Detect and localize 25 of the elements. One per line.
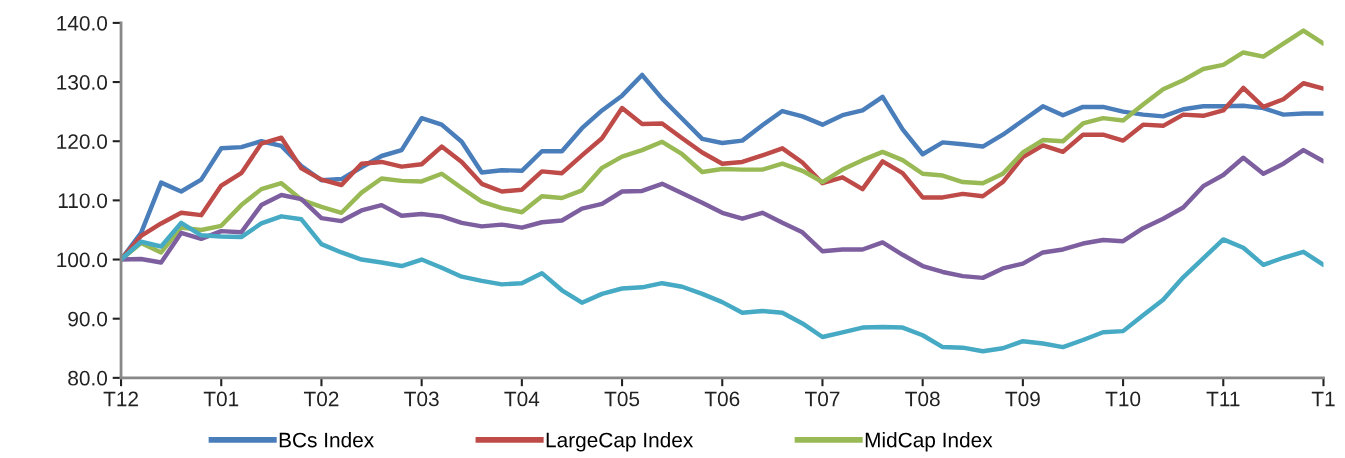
y-tick-label: 80.0	[68, 370, 108, 386]
x-tick-label: T02	[303, 391, 339, 407]
y-tick-label: 90.0	[68, 311, 108, 327]
x-tick-label: T1	[1311, 391, 1335, 407]
x-tick-label: T05	[604, 391, 640, 407]
y-tick-label: 100.0	[57, 252, 108, 268]
x-tick-label: T06	[704, 391, 740, 407]
x-tick-label: T01	[203, 391, 239, 407]
legend-label: MidCap Index	[865, 432, 993, 452]
line-series	[121, 147, 1324, 281]
x-tick-label: T07	[804, 391, 840, 407]
legend-label: BCs Index	[279, 432, 374, 448]
x-tick-label: T03	[404, 391, 439, 407]
x-tick-label: T08	[905, 391, 940, 407]
y-tick-label: 140.0	[57, 15, 108, 31]
y-tick-label: 130.0	[57, 75, 108, 90]
legend-label: LargeCap Index	[546, 432, 694, 452]
y-tick-label: 120.0	[57, 134, 108, 149]
x-tick-label: T10	[1105, 391, 1141, 407]
x-tick-label: T11	[1206, 391, 1240, 407]
line-series	[121, 214, 1324, 354]
x-tick-label: T09	[1005, 391, 1040, 407]
x-tick-label: T12	[103, 391, 138, 407]
y-tick-label: 110.0	[58, 193, 108, 209]
x-tick-label: T04	[504, 391, 540, 407]
